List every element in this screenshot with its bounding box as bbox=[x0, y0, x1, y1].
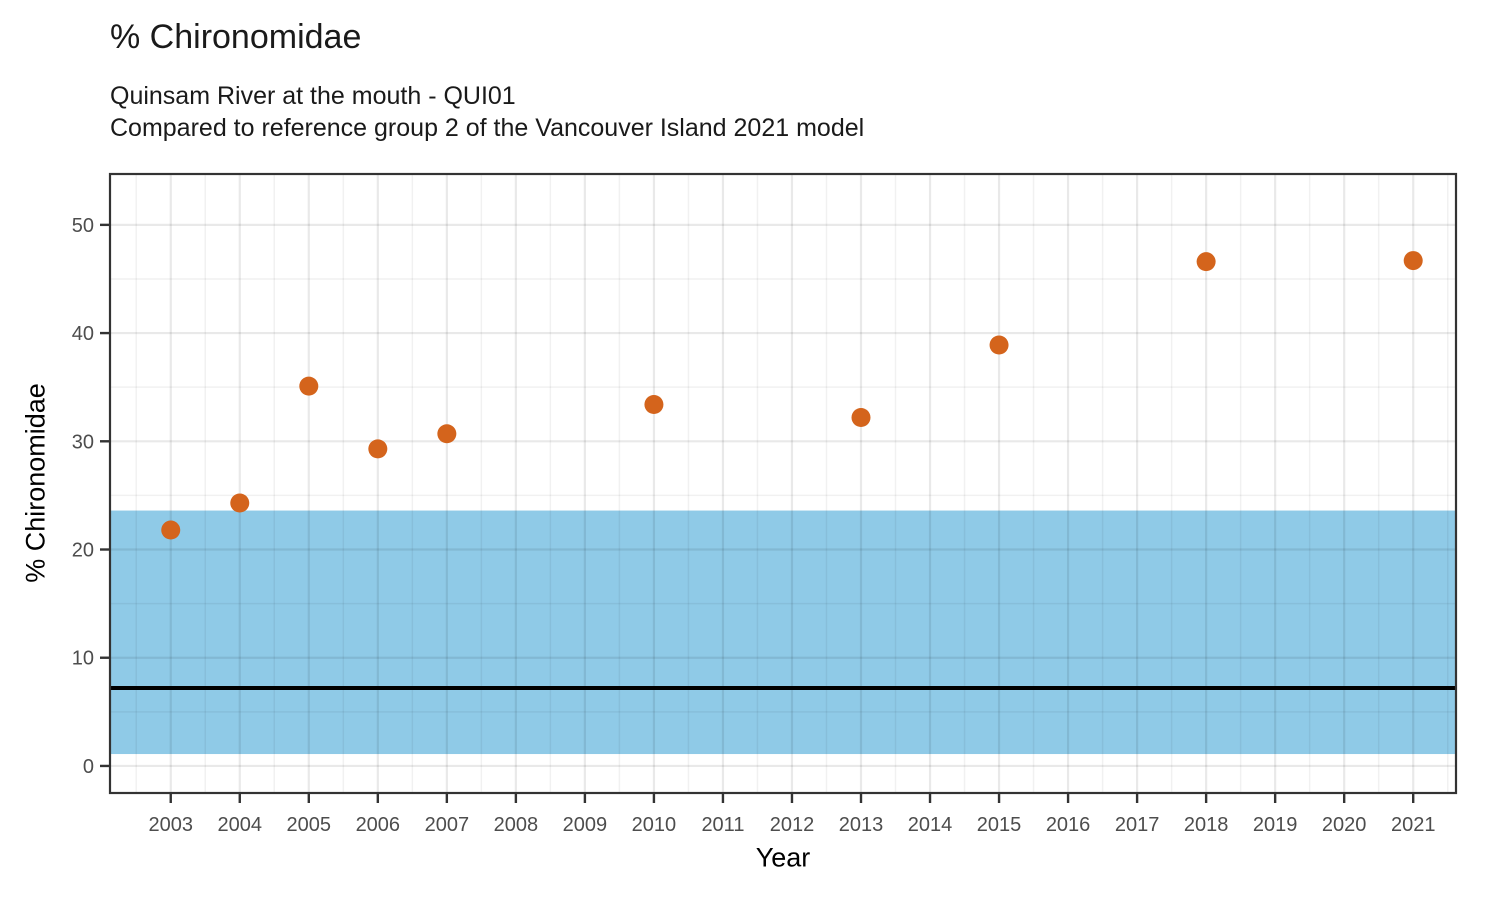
x-tick-label: 2016 bbox=[1046, 814, 1091, 836]
data-point bbox=[1403, 251, 1423, 271]
x-axis-title: Year bbox=[755, 842, 811, 873]
y-tick-label: 50 bbox=[72, 215, 94, 237]
data-point bbox=[851, 407, 871, 427]
data-point bbox=[299, 376, 319, 396]
x-tick-label: 2019 bbox=[1253, 814, 1298, 836]
x-tick-label: 2015 bbox=[977, 814, 1022, 836]
chart-subtitle-line-2: Compared to reference group 2 of the Van… bbox=[110, 114, 865, 142]
x-tick-label: 2008 bbox=[494, 814, 539, 836]
x-tick-label: 2018 bbox=[1184, 814, 1229, 836]
y-axis-title: % Chironomidae bbox=[20, 383, 51, 583]
data-point bbox=[1196, 252, 1216, 272]
x-tick-label: 2020 bbox=[1322, 814, 1367, 836]
data-point bbox=[161, 520, 181, 540]
y-tick-label: 40 bbox=[72, 323, 94, 345]
y-tick-label: 30 bbox=[72, 431, 94, 453]
x-tick-label: 2009 bbox=[563, 814, 608, 836]
x-tick-label: 2004 bbox=[218, 814, 263, 836]
y-tick-label: 0 bbox=[83, 756, 94, 778]
y-tick-label: 10 bbox=[72, 648, 94, 670]
x-tick-label: 2005 bbox=[287, 814, 332, 836]
x-tick-label: 2021 bbox=[1391, 814, 1436, 836]
data-point bbox=[644, 395, 664, 415]
x-tick-label: 2017 bbox=[1115, 814, 1160, 836]
chart-title: % Chironomidae bbox=[110, 18, 362, 56]
x-tick-label: 2003 bbox=[148, 814, 193, 836]
x-tick-label: 2013 bbox=[839, 814, 884, 836]
data-point bbox=[368, 439, 388, 459]
data-point bbox=[437, 424, 457, 444]
reference-band bbox=[110, 510, 1456, 755]
x-tick-label: 2012 bbox=[770, 814, 815, 836]
chart-subtitle-line-1: Quinsam River at the mouth - QUI01 bbox=[110, 82, 516, 110]
x-tick-label: 2014 bbox=[908, 814, 953, 836]
x-tick-label: 2007 bbox=[425, 814, 470, 836]
data-point bbox=[989, 335, 1009, 355]
plot-panel-border bbox=[108, 172, 1458, 795]
x-tick-label: 2006 bbox=[356, 814, 401, 836]
y-tick-label: 20 bbox=[72, 540, 94, 562]
data-point bbox=[230, 493, 250, 513]
x-tick-label: 2010 bbox=[632, 814, 677, 836]
x-tick-label: 2011 bbox=[701, 814, 744, 836]
